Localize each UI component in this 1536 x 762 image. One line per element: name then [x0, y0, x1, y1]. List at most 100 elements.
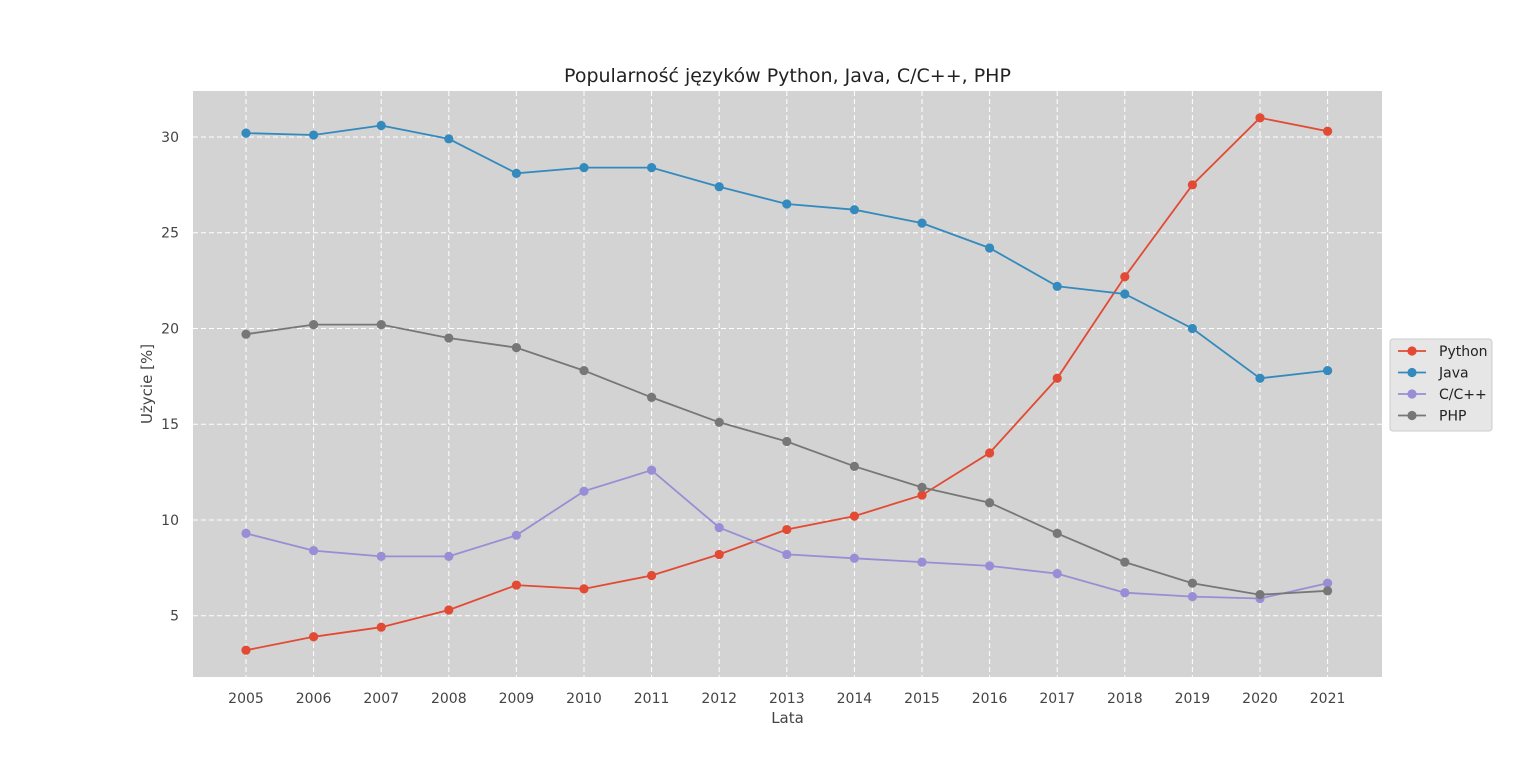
data-point [1120, 272, 1130, 282]
legend: Python Java C/C++ PHP [1389, 338, 1493, 432]
x-tick-label: 2019 [1175, 691, 1211, 707]
data-point [714, 549, 724, 560]
legend-box [1389, 338, 1493, 432]
data-point [1255, 590, 1265, 600]
data-point [782, 436, 792, 447]
y-tick-label: 20 [161, 321, 179, 337]
data-point [917, 490, 927, 500]
data-point [782, 524, 792, 535]
x-tick-label: 2010 [566, 691, 602, 707]
data-point [1187, 578, 1197, 588]
data-point [1323, 578, 1333, 588]
data-point [444, 134, 454, 144]
data-point [309, 632, 319, 642]
x-axis-label: Lata [771, 709, 804, 727]
data-point [782, 199, 792, 209]
x-tick-label: 2008 [431, 691, 467, 707]
data-point [849, 205, 860, 215]
data-point [579, 584, 589, 594]
data-point [309, 130, 319, 140]
data-point [1323, 586, 1333, 596]
data-point [1052, 568, 1062, 579]
legend-label: Java [1438, 366, 1469, 382]
legend-marker [1407, 389, 1417, 399]
legend-marker [1407, 410, 1417, 421]
legend-label: PHP [1439, 409, 1466, 425]
data-point [647, 392, 657, 403]
data-point [1255, 373, 1265, 383]
x-tick-label: 2018 [1107, 691, 1143, 707]
data-point [985, 448, 995, 458]
data-point [1120, 588, 1130, 598]
x-tick-label: 2012 [701, 691, 737, 707]
data-point [309, 320, 319, 330]
y-tick-label: 5 [170, 609, 179, 625]
x-tick-label: 2013 [769, 691, 805, 707]
data-point [849, 461, 860, 471]
data-point [647, 163, 657, 173]
data-point [376, 551, 386, 561]
data-point [647, 570, 657, 581]
data-point [1052, 373, 1062, 383]
data-point [647, 465, 657, 475]
data-point [1323, 126, 1333, 136]
data-point [917, 482, 927, 493]
chart-title: Popularność języków Python, Java, C/C++,… [564, 65, 1011, 87]
data-point [376, 120, 386, 131]
x-tick-label: 2007 [363, 691, 399, 707]
x-tick-label: 2021 [1310, 691, 1346, 707]
legend-marker [1407, 367, 1417, 378]
y-axis-ticks: 5 10 15 20 25 30 [161, 130, 179, 625]
data-point [579, 163, 589, 173]
data-point [511, 580, 521, 590]
data-point [1323, 365, 1333, 376]
legend-marker [1407, 346, 1417, 356]
data-point [849, 511, 860, 521]
data-point [714, 523, 724, 533]
data-point [511, 343, 521, 353]
data-point [714, 417, 724, 427]
plot-area [193, 91, 1382, 677]
y-tick-label: 25 [161, 226, 179, 242]
x-axis-ticks: 2005 2006 2007 2008 2009 2010 2011 2012 2013 2014… [228, 691, 1345, 707]
data-point [1187, 323, 1197, 334]
x-tick-label: 2016 [972, 691, 1008, 707]
data-point [985, 498, 995, 508]
y-tick-label: 10 [161, 513, 179, 529]
data-point [241, 128, 251, 138]
data-point [579, 486, 589, 496]
x-tick-label: 2017 [1039, 691, 1075, 707]
data-point [849, 553, 860, 563]
x-tick-label: 2015 [904, 691, 940, 707]
y-axis-label: Użycie [%] [138, 344, 156, 424]
data-point [309, 546, 319, 556]
data-point [241, 528, 251, 538]
legend-label: Python [1439, 344, 1488, 360]
data-point [1255, 113, 1265, 123]
data-point [241, 645, 251, 655]
data-point [714, 182, 724, 192]
data-point [1187, 180, 1197, 190]
data-point [444, 605, 454, 615]
x-tick-label: 2006 [296, 691, 332, 707]
y-tick-label: 15 [161, 417, 179, 433]
data-point [985, 561, 995, 571]
data-point [444, 551, 454, 561]
data-point [917, 218, 927, 228]
x-tick-label: 2005 [228, 691, 264, 707]
data-point [376, 622, 386, 632]
x-tick-label: 2014 [837, 691, 873, 707]
data-point [782, 549, 792, 560]
x-tick-label: 2009 [499, 691, 535, 707]
series-points [241, 113, 1333, 655]
data-point [444, 333, 454, 343]
data-point [1052, 528, 1062, 538]
x-tick-label: 2020 [1242, 691, 1278, 707]
data-point [1120, 289, 1130, 299]
data-point [511, 530, 521, 540]
data-point [1120, 557, 1130, 567]
data-point [376, 320, 386, 330]
legend-label: C/C++ [1439, 387, 1487, 403]
data-point [579, 365, 589, 376]
